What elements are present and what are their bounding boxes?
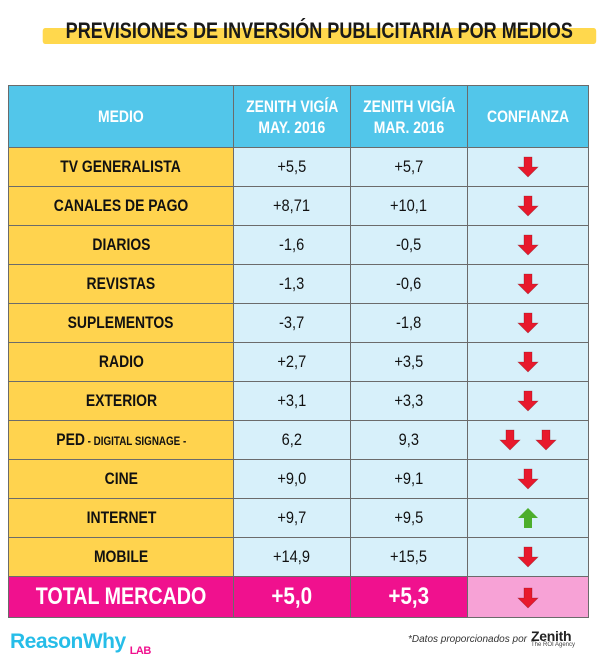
medio-cell: EXTERIOR	[8, 381, 234, 421]
value-mar-2016: +9,5	[350, 498, 468, 538]
confianza-cell	[467, 381, 589, 421]
value-mar-2016: +10,1	[350, 186, 468, 226]
value-mar-2016: +3,3	[350, 381, 468, 421]
confianza-cell	[467, 498, 589, 538]
arrow-down-icon	[517, 312, 539, 334]
medio-cell: DIARIOS	[8, 225, 234, 265]
value-may-2016: -1,3	[233, 264, 351, 304]
medio-cell: INTERNET	[8, 498, 234, 538]
confianza-cell	[467, 420, 589, 460]
arrow-down-icon	[517, 273, 539, 295]
table-row: SUPLEMENTOS -3,7 -1,8	[8, 303, 589, 343]
arrow-down-icon	[517, 195, 539, 217]
value-may-2016: +5,0	[233, 576, 351, 618]
confianza-cell	[467, 186, 589, 226]
medio-cell: SUPLEMENTOS	[8, 303, 234, 343]
value-mar-2016: +15,5	[350, 537, 468, 577]
zenith-logo: Zenith The ROI Agency	[531, 628, 576, 648]
value-may-2016: +14,9	[233, 537, 351, 577]
arrow-down-icon	[517, 156, 539, 178]
reasonwhy-logo: ReasonWhy LAB	[10, 630, 151, 657]
table-row: RADIO +2,7 +3,5	[8, 342, 589, 382]
total-row: TOTAL MERCADO +5,0 +5,3	[8, 576, 589, 618]
value-mar-2016: +5,7	[350, 147, 468, 187]
confianza-cell	[467, 576, 589, 618]
arrow-down-icon	[535, 429, 557, 451]
confianza-cell	[467, 147, 589, 187]
confianza-cell	[467, 264, 589, 304]
value-mar-2016: -0,5	[350, 225, 468, 265]
value-may-2016: -1,6	[233, 225, 351, 265]
table-row: REVISTAS -1,3 -0,6	[8, 264, 589, 304]
header-mar-2016: ZENITH VIGÍA MAR. 2016	[350, 85, 468, 148]
medio-cell: CANALES DE PAGO	[8, 186, 234, 226]
medio-cell: RADIO	[8, 342, 234, 382]
value-may-2016: +3,1	[233, 381, 351, 421]
header-medio: MEDIO	[8, 85, 234, 148]
medio-cell: TOTAL MERCADO	[8, 576, 234, 618]
arrow-down-icon	[499, 429, 521, 451]
value-mar-2016: +5,3	[350, 576, 468, 618]
value-may-2016: +2,7	[233, 342, 351, 382]
table-row: CANALES DE PAGO +8,71 +10,1	[8, 186, 589, 226]
header-confianza: CONFIANZA	[467, 85, 589, 148]
value-may-2016: +5,5	[233, 147, 351, 187]
value-mar-2016: +3,5	[350, 342, 468, 382]
value-mar-2016: +9,1	[350, 459, 468, 499]
value-may-2016: -3,7	[233, 303, 351, 343]
medio-cell: MOBILE	[8, 537, 234, 577]
forecast-table: MEDIO ZENITH VIGÍA MAY. 2016 ZENITH VIGÍ…	[8, 85, 589, 618]
value-may-2016: +9,7	[233, 498, 351, 538]
table-row: DIARIOS -1,6 -0,5	[8, 225, 589, 265]
table-row: INTERNET +9,7 +9,5	[8, 498, 589, 538]
arrow-up-icon	[517, 507, 539, 529]
confianza-cell	[467, 225, 589, 265]
arrow-down-icon	[517, 234, 539, 256]
table-row: MOBILE +14,9 +15,5	[8, 537, 589, 577]
value-mar-2016: 9,3	[350, 420, 468, 460]
data-credit: *Datos proporcionados por	[408, 634, 527, 645]
value-mar-2016: -1,8	[350, 303, 468, 343]
arrow-down-icon	[517, 546, 539, 568]
medio-cell: TV GENERALISTA	[8, 147, 234, 187]
confianza-cell	[467, 459, 589, 499]
value-may-2016: +9,0	[233, 459, 351, 499]
confianza-cell	[467, 537, 589, 577]
arrow-down-icon	[517, 587, 539, 609]
page-title: PREVISIONES DE INVERSIÓN PUBLICITARIA PO…	[42, 18, 596, 44]
value-may-2016: 6,2	[233, 420, 351, 460]
table-row: TV GENERALISTA +5,5 +5,7	[8, 147, 589, 187]
value-may-2016: +8,71	[233, 186, 351, 226]
confianza-cell	[467, 342, 589, 382]
table-row: CINE +9,0 +9,1	[8, 459, 589, 499]
arrow-down-icon	[517, 390, 539, 412]
medio-cell: REVISTAS	[8, 264, 234, 304]
confianza-cell	[467, 303, 589, 343]
value-mar-2016: -0,6	[350, 264, 468, 304]
header-may-2016: ZENITH VIGÍA MAY. 2016	[233, 85, 351, 148]
table-row: PED - DIGITAL SIGNAGE -6,2 9,3	[8, 420, 589, 460]
arrow-down-icon	[517, 351, 539, 373]
medio-cell: CINE	[8, 459, 234, 499]
table-row: EXTERIOR +3,1 +3,3	[8, 381, 589, 421]
arrow-down-icon	[517, 468, 539, 490]
header-row: MEDIO ZENITH VIGÍA MAY. 2016 ZENITH VIGÍ…	[8, 85, 589, 148]
medio-cell: PED - DIGITAL SIGNAGE -	[8, 420, 234, 460]
